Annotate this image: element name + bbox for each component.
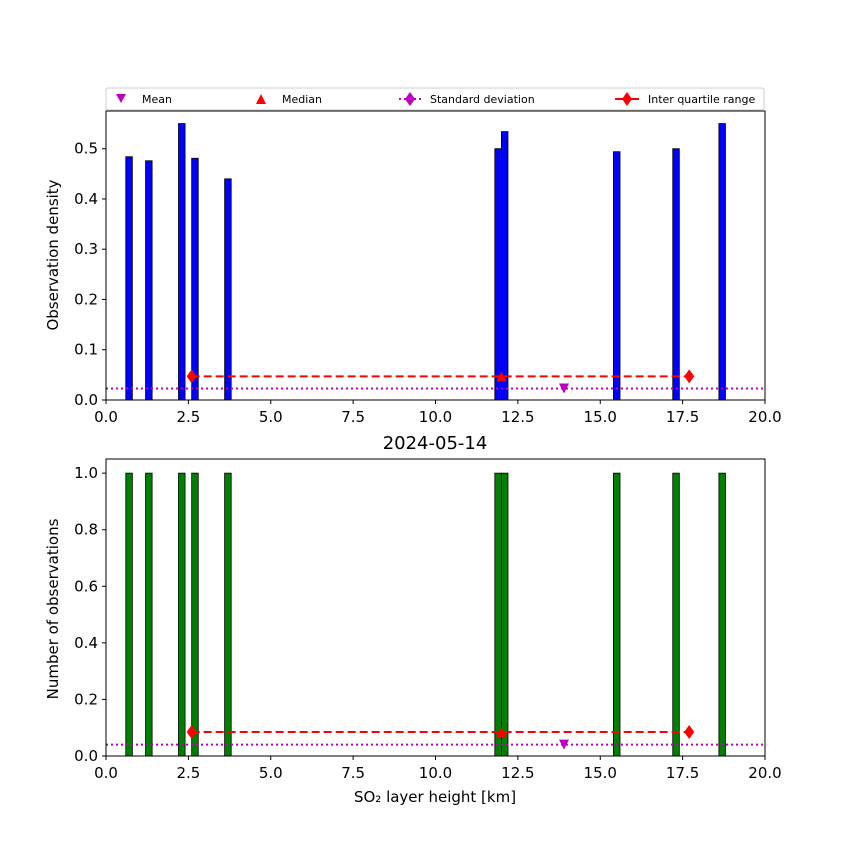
count-x-ticks: 0.0 2.5 5.0 7.5 10.0 12.5 15.0 17.5 20.0 xyxy=(94,756,782,782)
density-x-ticks: 0.0 2.5 5.0 7.5 10.0 12.5 15.0 17.5 20.0 xyxy=(94,400,782,426)
legend-item-std: Standard deviation xyxy=(399,92,535,106)
density-bar xyxy=(718,123,726,401)
density-bars xyxy=(125,123,726,401)
triangle-down-icon xyxy=(116,94,126,103)
count-x-tick-label: 10.0 xyxy=(419,764,452,782)
density-iqr-marker xyxy=(186,369,197,384)
density-mean-marker xyxy=(559,383,570,394)
count-bar xyxy=(718,472,726,757)
legend-label-mean: Mean xyxy=(142,93,172,106)
count-iqr-marker xyxy=(684,724,695,739)
count-y-tick-label: 0.0 xyxy=(74,747,98,765)
legend-item-mean: Mean xyxy=(116,93,172,106)
count-bar xyxy=(224,472,232,757)
density-y-tick-label: 0.1 xyxy=(74,341,98,359)
count-bar xyxy=(494,472,502,757)
density-y-tick-label: 0.5 xyxy=(74,140,98,158)
count-y-tick-label: 0.4 xyxy=(74,634,98,652)
density-y-axis-label: Observation density xyxy=(44,179,62,330)
density-y-tick-label: 0.0 xyxy=(74,391,98,409)
count-bar xyxy=(178,472,186,757)
count-x-tick-label: 7.5 xyxy=(341,764,365,782)
count-bar xyxy=(672,472,680,757)
legend-frame xyxy=(105,87,765,111)
count-x-tick-label: 20.0 xyxy=(748,764,781,782)
count-bar xyxy=(191,472,199,757)
density-bar xyxy=(178,123,186,401)
count-bar xyxy=(125,472,133,757)
count-y-tick-label: 0.2 xyxy=(74,690,98,708)
density-statistics xyxy=(106,369,765,394)
diamond-icon xyxy=(405,92,415,106)
density-x-tick-label: 15.0 xyxy=(584,408,617,426)
diamond-icon xyxy=(622,92,632,106)
count-x-tick-label: 5.0 xyxy=(259,764,283,782)
density-bar xyxy=(145,160,153,401)
density-panel: 0.0 2.5 5.0 7.5 10.0 12.5 15.0 17.5 20.0 0.00.10… xyxy=(44,110,782,426)
count-y-tick-label: 1.0 xyxy=(74,464,98,482)
count-iqr-marker xyxy=(186,724,197,739)
count-y-tick-label: 0.8 xyxy=(74,521,98,539)
density-x-tick-label: 12.5 xyxy=(501,408,534,426)
count-bar xyxy=(500,472,509,757)
legend-item-median: Median xyxy=(256,93,322,106)
density-median-marker xyxy=(496,371,507,382)
density-bar xyxy=(224,178,232,401)
density-y-tick-label: 0.3 xyxy=(74,240,98,258)
density-x-tick-label: 2.5 xyxy=(176,408,200,426)
legend-label-std: Standard deviation xyxy=(430,93,535,106)
density-x-tick-label: 5.0 xyxy=(259,408,283,426)
count-x-tick-label: 17.5 xyxy=(666,764,699,782)
count-y-tick-label: 0.6 xyxy=(74,577,98,595)
density-y-tick-label: 0.4 xyxy=(74,190,98,208)
density-y-ticks: 0.0 0.1 0.2 0.3 0.4 0.5 xyxy=(74,140,106,409)
legend-item-iqr: Inter quartile range xyxy=(615,92,755,106)
triangle-up-icon xyxy=(256,94,266,104)
density-iqr-marker xyxy=(684,369,695,384)
density-bar xyxy=(500,131,509,401)
count-y-ticks: 0.0 0.2 0.4 0.6 0.8 1.0 xyxy=(74,464,106,765)
legend-label-iqr: Inter quartile range xyxy=(648,93,755,106)
density-x-tick-label: 20.0 xyxy=(748,408,781,426)
density-x-tick-label: 17.5 xyxy=(666,408,699,426)
count-panel: 2024-05-14 0.0 2.5 5.0 7.5 10.0 12.5 15.0 17.5 2… xyxy=(44,433,782,806)
count-bar xyxy=(145,472,153,757)
count-x-axis-label: SO₂ layer height [km] xyxy=(354,788,516,806)
density-x-tick-label: 0.0 xyxy=(94,408,118,426)
legend-label-median: Median xyxy=(282,93,322,106)
density-bar xyxy=(125,156,133,401)
density-bar xyxy=(613,151,621,401)
count-bar xyxy=(613,472,621,757)
density-bar xyxy=(672,148,680,401)
density-bar xyxy=(494,148,502,401)
count-median-marker xyxy=(496,726,507,737)
legend: Mean Median Standard deviation Inter qua… xyxy=(105,87,765,111)
count-bars xyxy=(125,472,726,757)
count-x-tick-label: 12.5 xyxy=(501,764,534,782)
density-x-tick-label: 7.5 xyxy=(341,408,365,426)
count-mean-marker xyxy=(559,739,570,750)
count-y-axis-label: Number of observations xyxy=(44,518,62,699)
density-bar xyxy=(191,157,199,401)
count-statistics xyxy=(106,724,765,750)
density-x-tick-label: 10.0 xyxy=(419,408,452,426)
count-panel-title: 2024-05-14 xyxy=(383,433,488,454)
count-x-tick-label: 2.5 xyxy=(176,764,200,782)
count-x-tick-label: 0.0 xyxy=(94,764,118,782)
density-y-tick-label: 0.2 xyxy=(74,290,98,308)
count-x-tick-label: 15.0 xyxy=(584,764,617,782)
